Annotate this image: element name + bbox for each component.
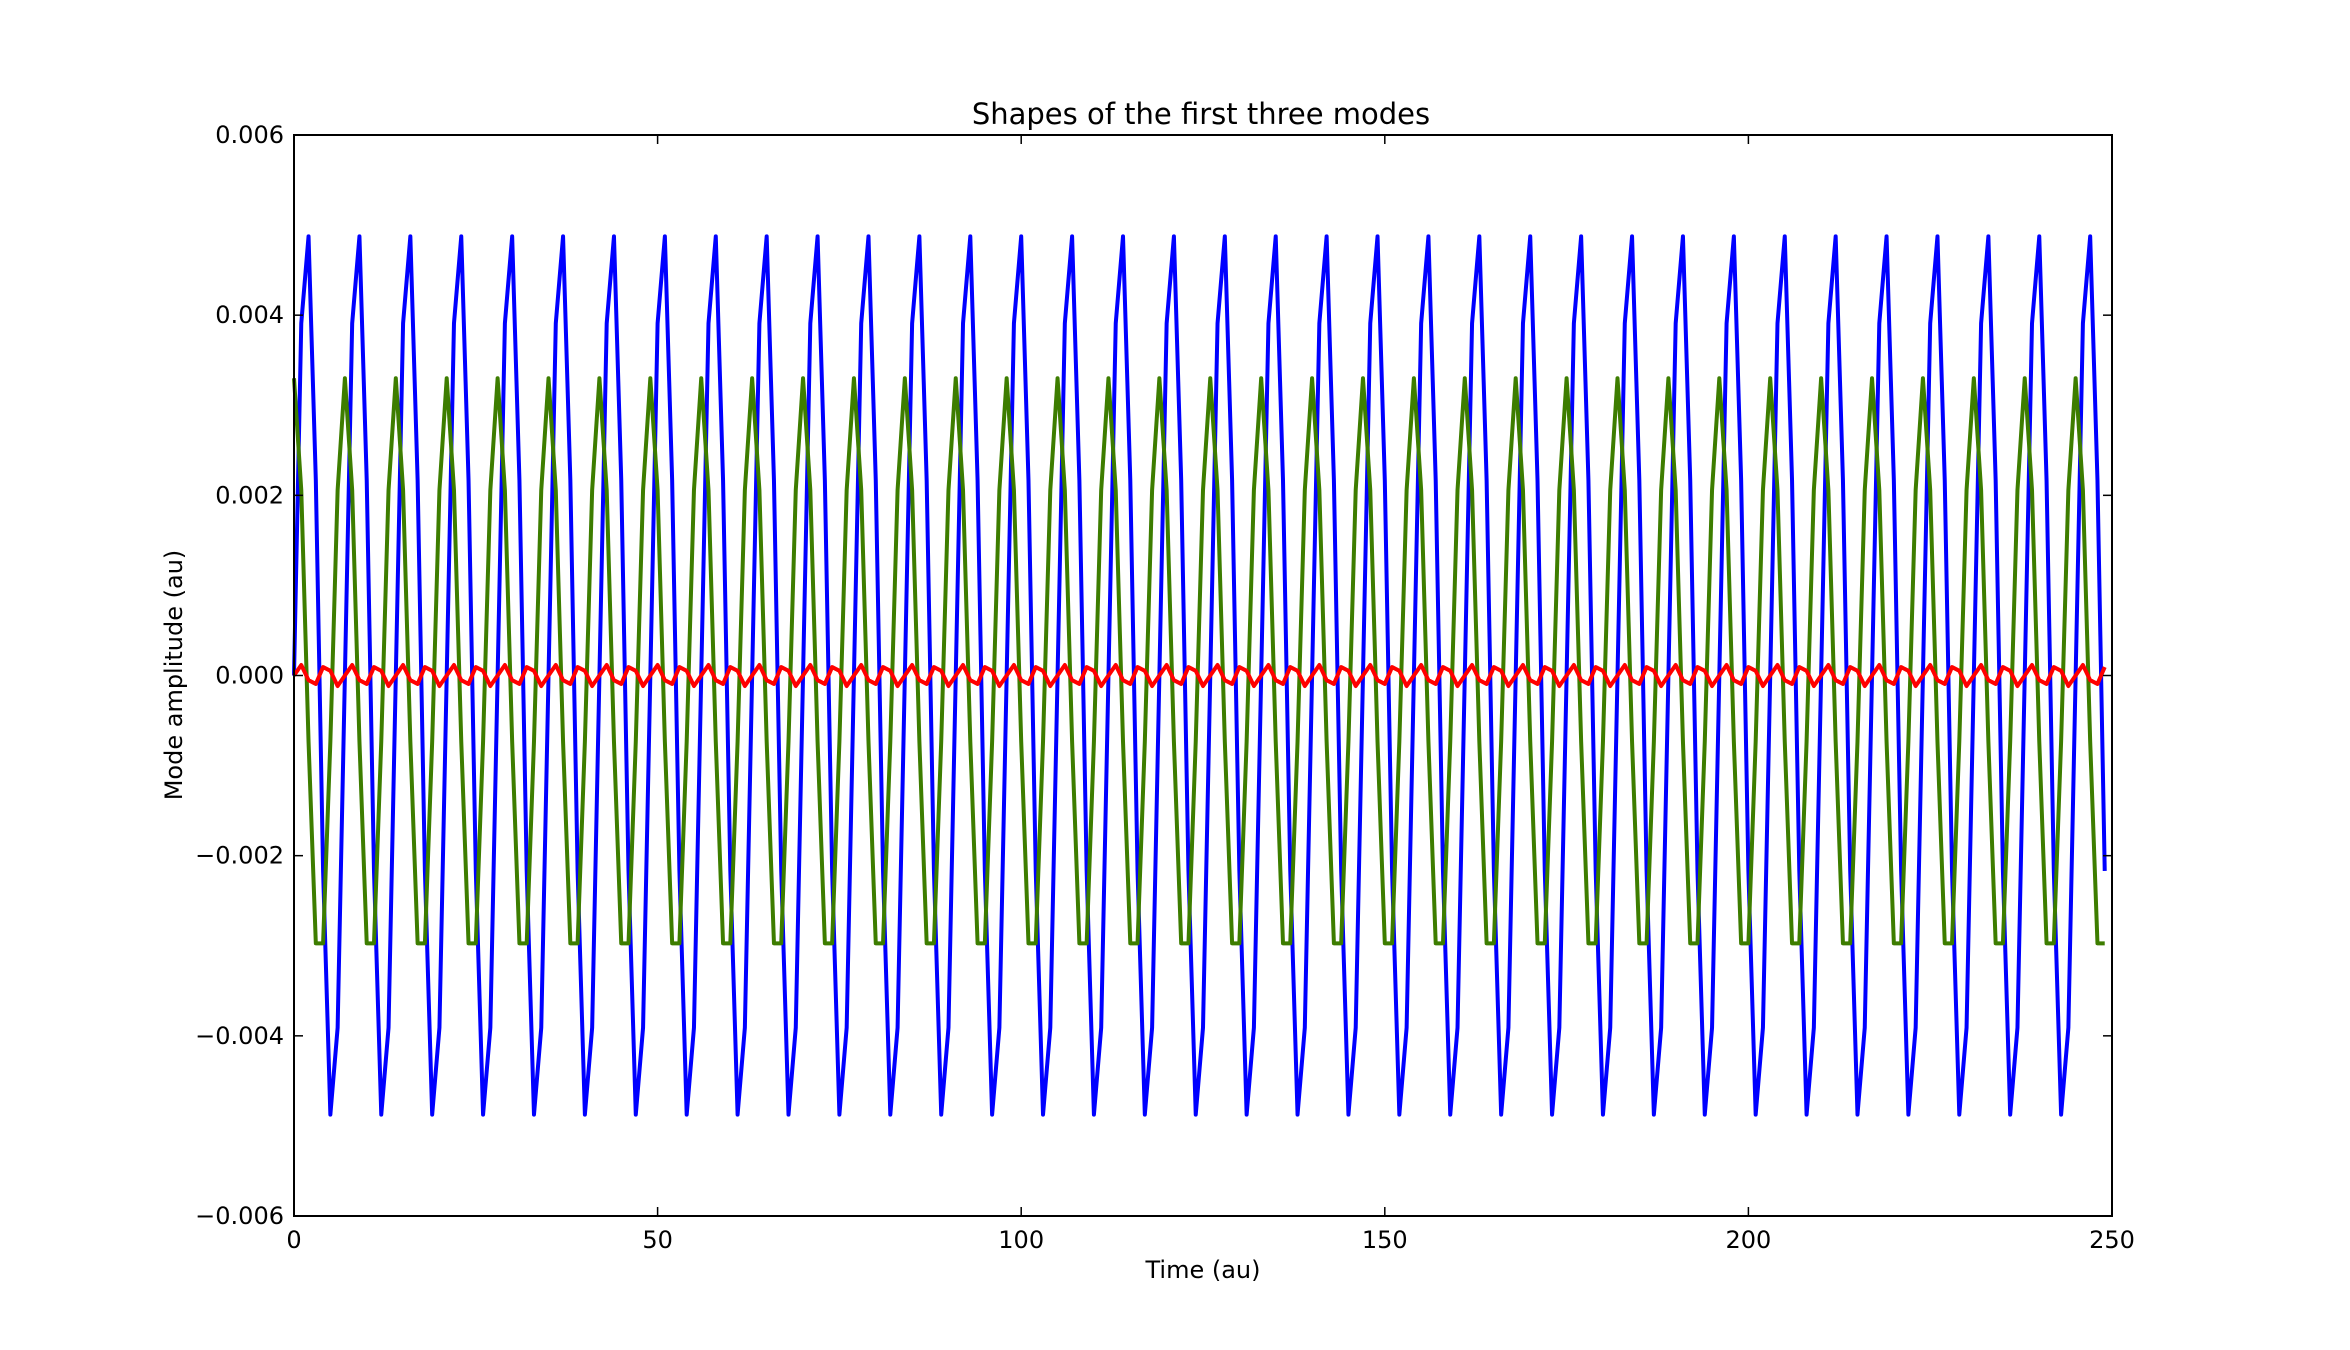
y-tick-label: −0.002 — [195, 842, 284, 870]
x-tick-label: 150 — [1362, 1226, 1408, 1254]
x-axis-label: Time (au) — [1144, 1256, 1260, 1284]
x-tick-label: 200 — [1725, 1226, 1771, 1254]
x-tick-label: 100 — [998, 1226, 1044, 1254]
series-layer — [292, 234, 2107, 1117]
series-line-3 — [292, 662, 2107, 689]
series-line-1 — [292, 234, 2107, 1117]
y-tick-label: 0.000 — [215, 662, 284, 690]
y-tick-label: −0.004 — [195, 1022, 284, 1050]
y-tick-label: −0.006 — [195, 1202, 284, 1230]
y-axis-label: Mode amplitude (au) — [160, 550, 188, 801]
x-tick-label: 250 — [2089, 1226, 2135, 1254]
y-tick-label: 0.002 — [215, 481, 284, 509]
chart-title: Shapes of the first three modes — [972, 97, 1430, 131]
x-tick-label: 50 — [642, 1226, 673, 1254]
series-line-2 — [292, 376, 2105, 946]
x-ticks: 0 50 100 150 200 250 — [286, 135, 2135, 1254]
y-tick-label: 0.006 — [215, 121, 284, 149]
x-tick-label: 0 — [286, 1226, 301, 1254]
y-tick-label: 0.004 — [215, 301, 284, 329]
y-ticks: −0.006 −0.004 −0.002 0.000 0.002 0.004 0.006 — [195, 121, 2112, 1230]
